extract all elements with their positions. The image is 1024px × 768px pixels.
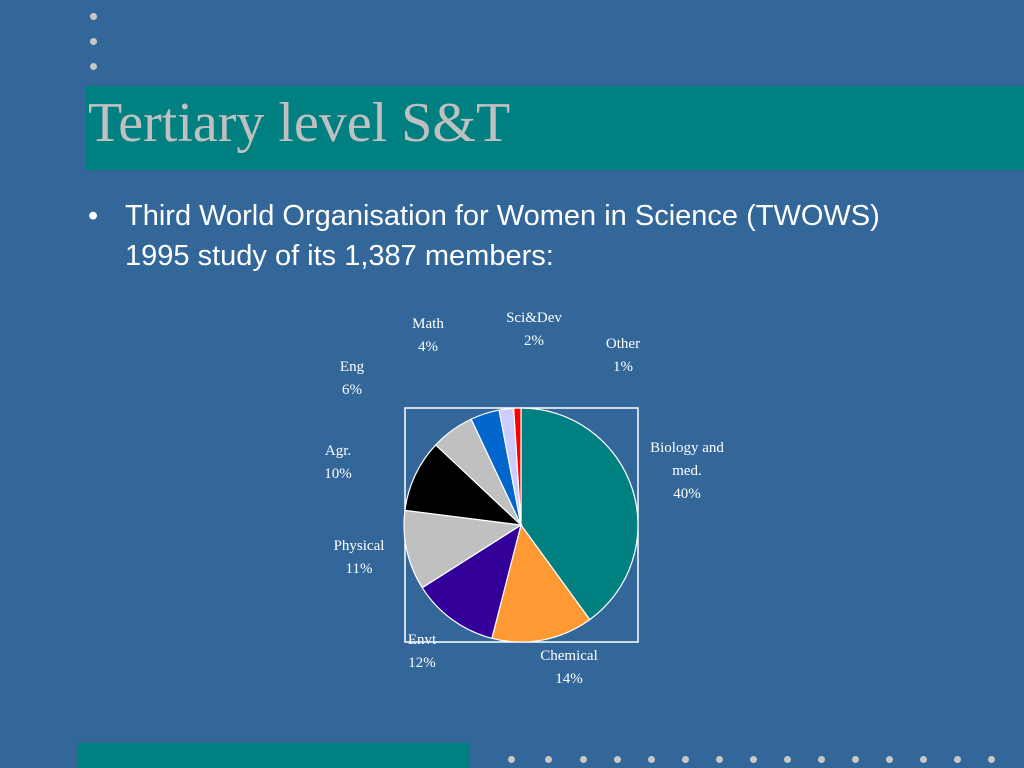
decor-dot (580, 756, 587, 763)
slide-title: Tertiary level S&T (88, 92, 511, 154)
decor-dot (886, 756, 893, 763)
bottom-band (77, 743, 470, 768)
pie-slice-other (513, 407, 522, 526)
pie-slice-physical (403, 509, 523, 589)
decor-dot (750, 756, 757, 763)
decor-dot (784, 756, 791, 763)
decor-dot (648, 756, 655, 763)
decor-dot (545, 756, 552, 763)
decor-dot (818, 756, 825, 763)
slice-label-agr: Agr. 10% (324, 443, 352, 482)
decor-dot (614, 756, 621, 763)
pie-slice-envt (421, 523, 522, 640)
decor-dot (988, 756, 995, 763)
slice-label-physical: Physical 11% (334, 538, 385, 577)
slice-label-math: Math 4% (412, 316, 444, 355)
bullet-symbol: • (88, 200, 99, 232)
slice-label-other: Other 1% (606, 336, 640, 375)
slice-label-sci-dev: Sci&Dev 2% (506, 310, 562, 349)
pie-slice-agr (404, 444, 523, 526)
slice-label-eng: Eng 6% (340, 359, 365, 398)
title-band (86, 86, 1024, 170)
slice-label-biology-and-med: Biology and med. 40% (650, 440, 724, 502)
decor-dot (90, 63, 97, 70)
bullet-text: Third World Organisation for Women in Sc… (125, 200, 880, 272)
decor-dot (716, 756, 723, 763)
decor-dot (682, 756, 689, 763)
decor-dot (920, 756, 927, 763)
decor-dot (508, 756, 515, 763)
decor-dot (954, 756, 961, 763)
slice-label-envt: Envt 12% (408, 632, 437, 671)
pie-slice-chemical (491, 523, 591, 643)
decor-dot (90, 13, 97, 20)
decor-dot (90, 38, 97, 45)
pie-slice-biology-and-med (520, 407, 639, 621)
decor-dot (852, 756, 859, 763)
slice-label-chemical: Chemical 14% (540, 648, 597, 687)
